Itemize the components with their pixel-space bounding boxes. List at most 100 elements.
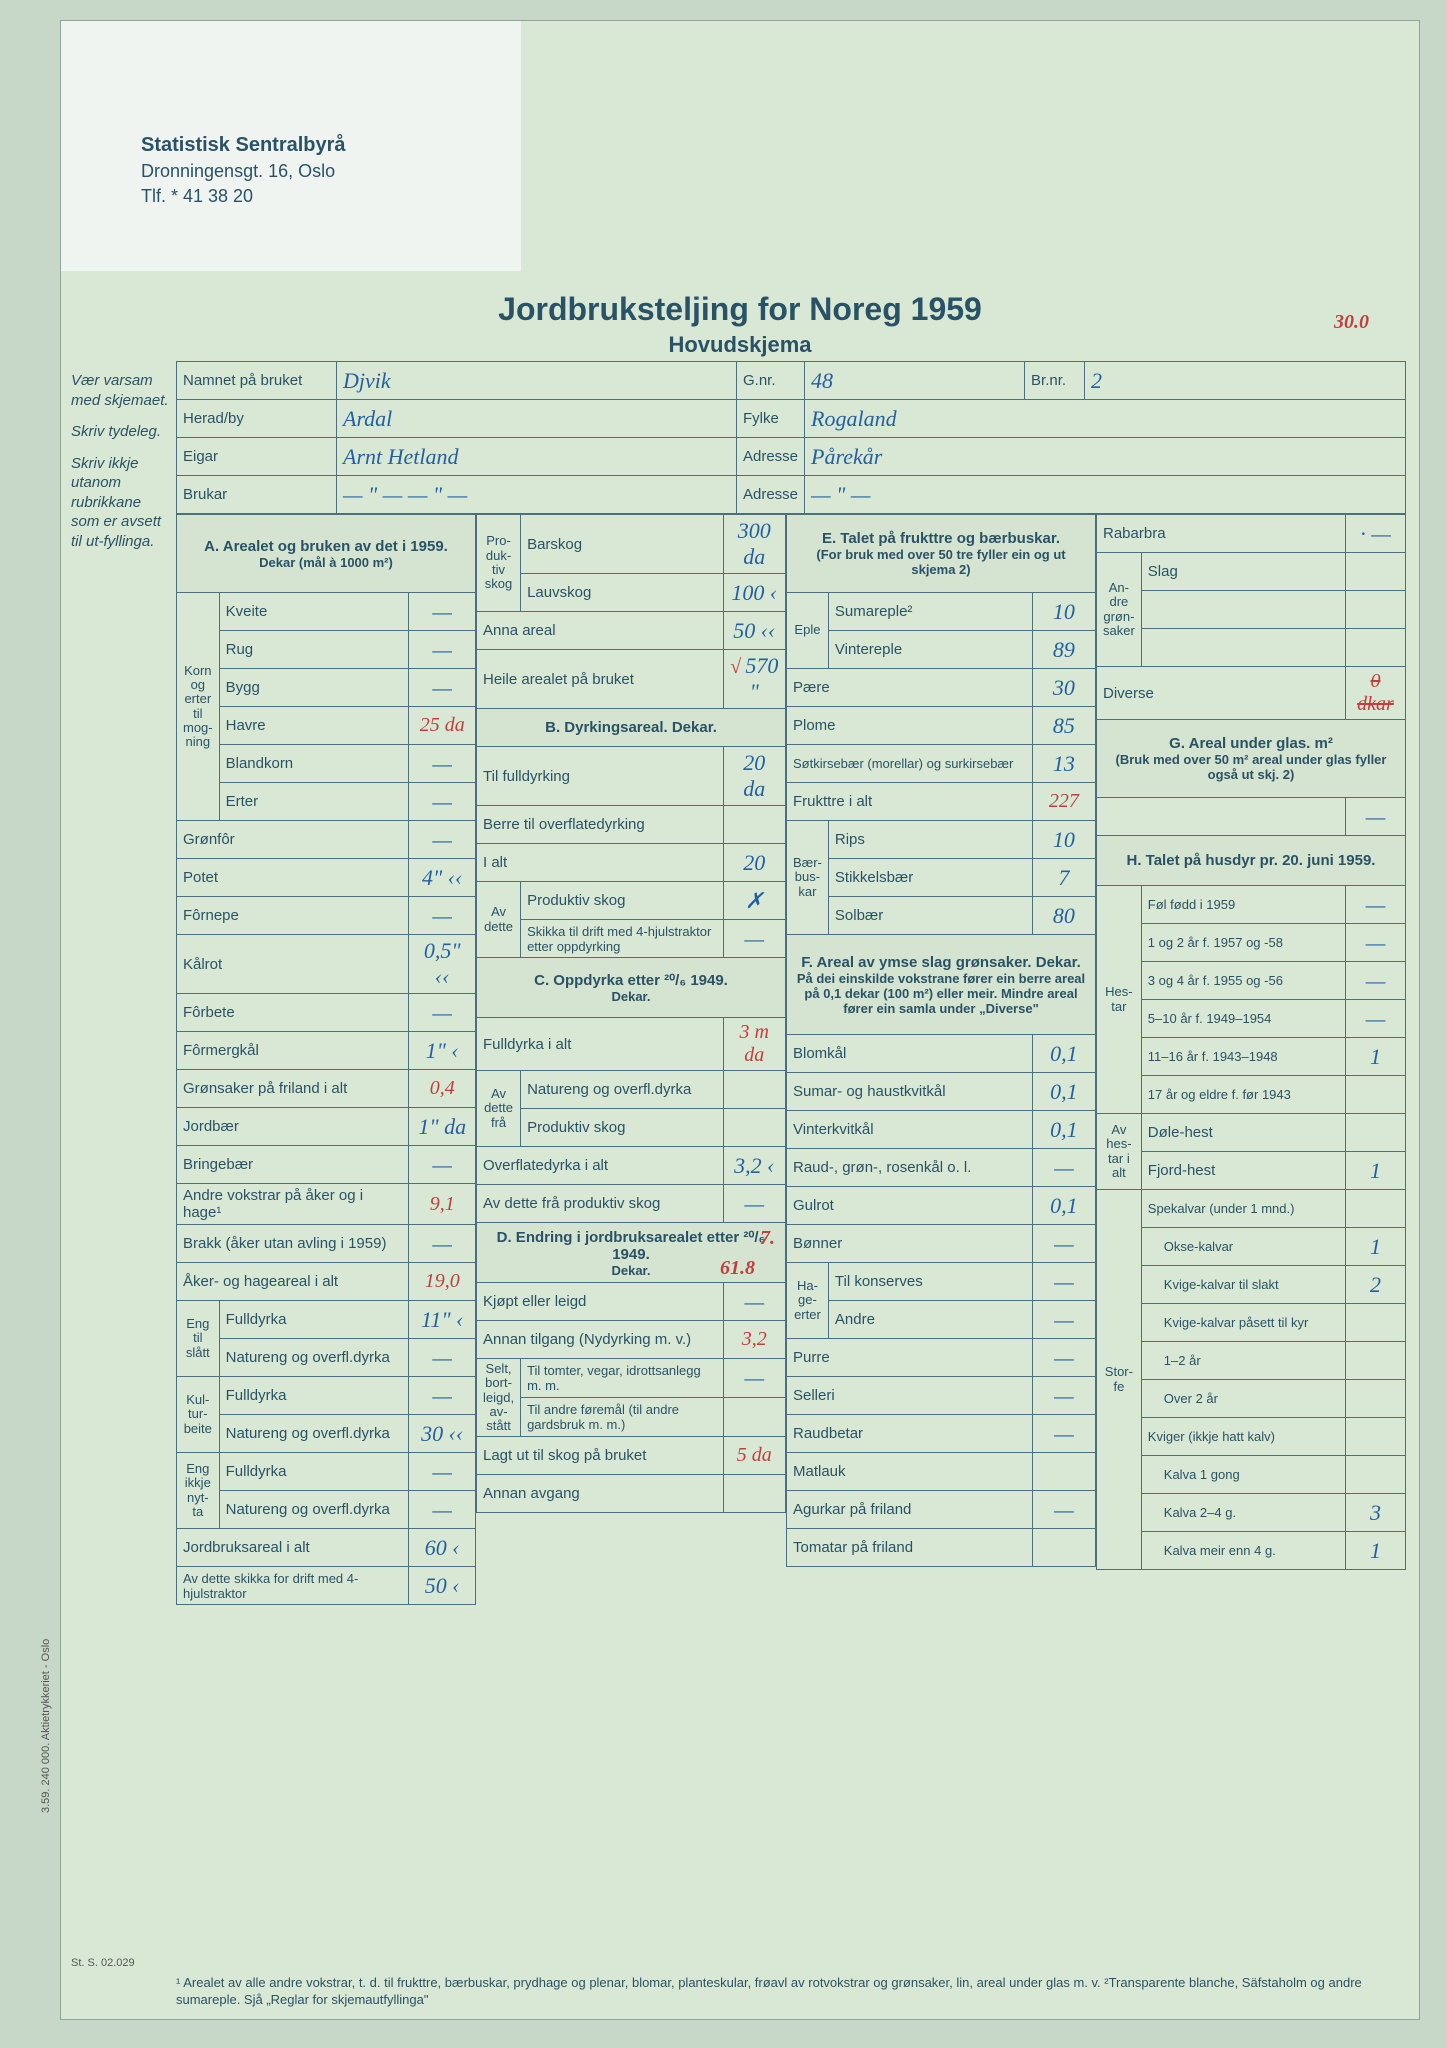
rabarbra-v: · — xyxy=(1360,521,1391,546)
konserves-v: — xyxy=(1054,1269,1074,1294)
plome-l: Plome xyxy=(787,707,1033,745)
sumar-v: 10 xyxy=(1053,599,1075,624)
diverse-v: 0 dkar xyxy=(1357,670,1394,715)
eng-nat-v: — xyxy=(432,1345,452,1370)
brakk-v: — xyxy=(432,1231,452,1256)
kjopt-v: — xyxy=(744,1289,764,1314)
gnr-label: G.nr. xyxy=(737,362,805,400)
matlauk-l: Matlauk xyxy=(787,1453,1033,1491)
bureau-header: Statistisk Sentralbyrå Dronningensgt. 16… xyxy=(61,21,521,271)
potet-l: Potet xyxy=(177,859,409,897)
solbar-l: Solbær xyxy=(828,897,1032,935)
slag-l: Slag xyxy=(1141,553,1345,591)
ei-full-v: — xyxy=(432,1459,452,1484)
tomatar-l: Tomatar på friland xyxy=(787,1529,1033,1567)
section-gh: Rabarbra · — An-dre grøn-saker Slag Diver… xyxy=(1096,514,1406,1605)
k4-v: 1 xyxy=(1370,1538,1381,1563)
ei-nat-l: Natureng og overfl.dyrka xyxy=(219,1491,409,1529)
heile-mark: √ xyxy=(730,656,741,678)
bonner-v: — xyxy=(1054,1231,1074,1256)
avfra-label: Av dette frå xyxy=(477,1071,521,1147)
selleri-l: Selleri xyxy=(787,1377,1033,1415)
side-instructions: Vær varsam med skjemaet. Skriv tydeleg. … xyxy=(71,371,171,563)
eng-full-v: 11" ‹ xyxy=(421,1307,463,1332)
title-block: Jordbruksteljing for Noreg 1959 Hovudskj… xyxy=(61,291,1419,358)
blandkorn-v: — xyxy=(432,751,452,776)
namnet-value: Djvik xyxy=(343,368,391,393)
b-title: B. Dyrkingsareal. Dekar. xyxy=(477,709,786,747)
o12-l: 1–2 år xyxy=(1141,1342,1345,1380)
pare-l: Pære xyxy=(787,669,1033,707)
annanav-l: Annan avgang xyxy=(477,1475,724,1513)
brnr-value: 2 xyxy=(1091,368,1102,393)
akerhage-l: Åker- og hageareal i alt xyxy=(177,1263,409,1301)
raud-l: Raud-, grøn-, rosenkål o. l. xyxy=(787,1149,1033,1187)
kviger-l: Kviger (ikkje hatt kalv) xyxy=(1141,1418,1345,1456)
prod-label: Pro-duk-tiv skog xyxy=(477,515,521,612)
rabarbra-l: Rabarbra xyxy=(1097,515,1346,553)
d-red1: 7. xyxy=(760,1227,775,1250)
blomkal-l: Blomkål xyxy=(787,1035,1033,1073)
d-red2: 61.8 xyxy=(720,1257,755,1280)
skikka-v: — xyxy=(744,926,764,951)
side-note-2: Skriv tydeleg. xyxy=(71,422,171,442)
blomkal-v: 0,1 xyxy=(1050,1041,1078,1066)
brukar-label: Brukar xyxy=(177,476,337,514)
prodskog-v: ✗ xyxy=(745,888,763,913)
raud-v: — xyxy=(1054,1155,1074,1180)
bringebar-l: Bringebær xyxy=(177,1146,409,1184)
diverse-l: Diverse xyxy=(1097,667,1346,720)
sotkirse-l: Søtkirsebær (morellar) og surkirsebær xyxy=(787,745,1033,783)
c-sub: Dekar. xyxy=(483,989,779,1004)
forbete-l: Fôrbete xyxy=(177,994,409,1032)
spekal-l: Spekalvar (under 1 mnd.) xyxy=(1141,1190,1345,1228)
o2-l: Over 2 år xyxy=(1141,1380,1345,1418)
avdette-v: 50 ‹ xyxy=(425,1573,460,1598)
lauvskog-l: Lauvskog xyxy=(521,574,723,612)
fornepe-v: — xyxy=(432,903,452,928)
fjord-v: 1 xyxy=(1370,1158,1381,1183)
vinter-l: Vintereple xyxy=(828,631,1032,669)
k24-l: Kalva 2–4 g. xyxy=(1141,1494,1345,1532)
vinter-v: 89 xyxy=(1053,637,1075,662)
adresse-value: Pårekår xyxy=(811,444,882,469)
namnet-label: Namnet på bruket xyxy=(177,362,337,400)
lauvskog-v: 100 ‹ xyxy=(731,580,777,605)
kvige-v: 2 xyxy=(1370,1272,1381,1297)
form-sheet: Statistisk Sentralbyrå Dronningensgt. 16… xyxy=(60,20,1420,2020)
a-title: A. Arealet og bruken av det i 1959. xyxy=(183,538,469,555)
f-sub: På dei einskilde vokstrane fører ein ber… xyxy=(793,971,1089,1016)
havre-v: 25 da xyxy=(420,714,465,736)
fylke-value: Rogaland xyxy=(811,406,897,431)
raudbetar-l: Raudbetar xyxy=(787,1415,1033,1453)
fandre-v: — xyxy=(1054,1307,1074,1332)
adresse2-label: Adresse xyxy=(737,476,805,514)
annan-l: Annan tilgang (Nydyrking m. v.) xyxy=(477,1321,724,1359)
gulrot-l: Gulrot xyxy=(787,1187,1033,1225)
ei-full-l: Fulldyrka xyxy=(219,1453,409,1491)
overflate-v: 3,2 ‹ xyxy=(734,1153,774,1178)
andre-v: 9,1 xyxy=(430,1193,455,1215)
andregron-label: An-dre grøn-saker xyxy=(1097,553,1142,667)
jordbruk-v: 60 ‹ xyxy=(425,1535,460,1560)
rug-v: — xyxy=(432,637,452,662)
okse-v: 1 xyxy=(1370,1234,1381,1259)
bureau-addr1: Dronningensgt. 16, Oslo xyxy=(141,159,521,184)
h34-l: 3 og 4 år f. 1955 og -56 xyxy=(1141,962,1345,1000)
bringebar-v: — xyxy=(432,1152,452,1177)
h510-v: — xyxy=(1366,1006,1386,1031)
g-title: G. Areal under glas. m² xyxy=(1103,735,1399,752)
page-title: Jordbruksteljing for Noreg 1959 xyxy=(61,291,1419,328)
kveite-l: Kveite xyxy=(219,593,409,631)
frukt-v: 227 xyxy=(1049,790,1079,812)
jordbruk-l: Jordbruksareal i alt xyxy=(177,1529,409,1567)
herad-label: Herad/by xyxy=(177,400,337,438)
lagt-l: Lagt ut til skog på bruket xyxy=(477,1437,724,1475)
h34-v: — xyxy=(1366,968,1386,993)
section-bcd: Pro-duk-tiv skog Barskog300 da Lauvskog1… xyxy=(476,514,786,1605)
h1116-l: 11–16 år f. 1943–1948 xyxy=(1141,1038,1345,1076)
kjopt-l: Kjøpt eller leigd xyxy=(477,1283,724,1321)
h12-l: 1 og 2 år f. 1957 og -58 xyxy=(1141,924,1345,962)
raudbetar-v: — xyxy=(1054,1421,1074,1446)
ei-nat-v: — xyxy=(432,1497,452,1522)
